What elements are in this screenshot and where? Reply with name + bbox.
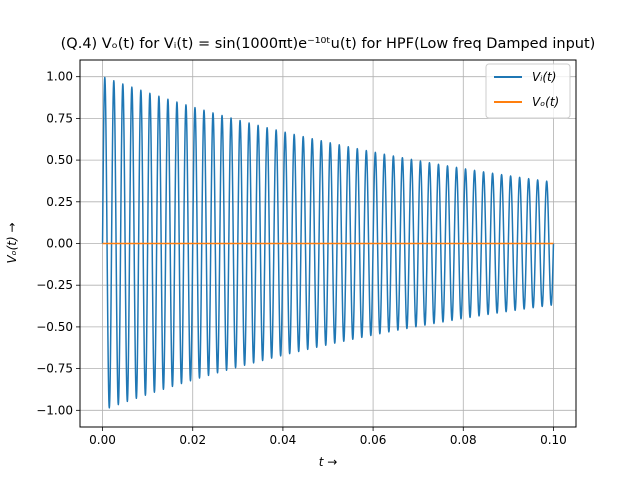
legend: Vᵢ(t) Vₒ(t) [485,63,571,119]
y-tick-label: 0.50 [46,153,73,167]
y-tick-label: −0.50 [36,320,73,334]
y-tick-label: −1.00 [36,403,73,417]
x-tick-label: 0.10 [540,433,567,447]
x-tick-label: 0.02 [179,433,206,447]
x-axis-ticks: 0.00 0.02 0.04 0.06 0.08 0.10 [89,427,567,447]
y-axis-ticks: 1.00 0.75 0.50 0.25 0.00 −0.25 −0.50 −0.75 −1.00 [36,70,80,417]
x-tick-label: 0.00 [89,433,116,447]
y-tick-label: 0.00 [46,237,73,251]
x-tick-label: 0.06 [360,433,387,447]
x-tick-label: 0.04 [270,433,297,447]
plot-lines [101,76,555,409]
legend-label-vi: Vᵢ(t) [532,70,556,84]
y-tick-label: 0.75 [46,111,73,125]
y-axis-label: Vₒ(t) → [5,222,19,263]
legend-label-vo: Vₒ(t) [532,95,559,109]
y-tick-label: −0.75 [36,362,73,376]
y-tick-label: −0.25 [36,278,73,292]
x-axis-label: t → [319,455,338,469]
chart-title: (Q.4) Vₒ(t) for Vᵢ(t) = sin(1000πt)e⁻¹⁰ᵗ… [61,36,596,52]
legend-box [485,63,571,119]
y-tick-label: 0.25 [46,195,73,209]
x-tick-label: 0.08 [450,433,477,447]
y-tick-label: 1.00 [46,70,73,84]
